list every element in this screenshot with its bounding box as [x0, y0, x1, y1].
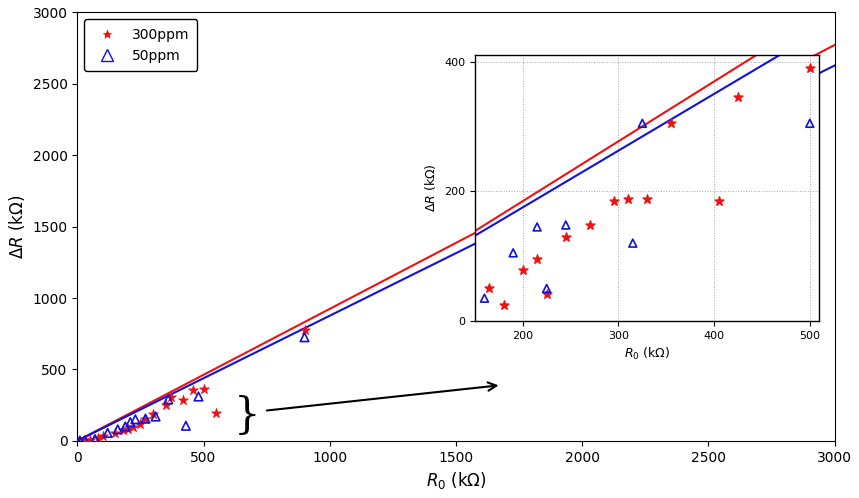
X-axis label: $R_{0}$ (k$\Omega$): $R_{0}$ (k$\Omega$) [425, 470, 486, 491]
Point [146, 410, 160, 418]
Point [138, 415, 152, 423]
Point [164, 392, 178, 400]
Point [91, 434, 105, 442]
Text: }: } [234, 395, 259, 437]
Y-axis label: $\Delta R$ (k$\Omega$): $\Delta R$ (k$\Omega$) [7, 195, 27, 258]
Point [108, 429, 122, 437]
Point [179, 422, 192, 430]
Point [126, 422, 140, 430]
Point [297, 333, 311, 341]
Point [638, 144, 652, 152]
Point [297, 326, 311, 334]
Point [149, 412, 162, 420]
Point [124, 418, 137, 426]
Point [111, 425, 125, 433]
Point [121, 425, 135, 433]
Point [625, 168, 639, 176]
Point [802, 69, 816, 77]
Point [197, 385, 210, 393]
Point [625, 148, 639, 156]
Point [186, 386, 200, 394]
Point [159, 401, 173, 409]
Point [802, 57, 816, 65]
Point [116, 426, 130, 434]
Point [73, 437, 87, 445]
Point [129, 415, 143, 423]
Point [138, 415, 152, 423]
Point [78, 436, 92, 444]
Point [646, 165, 660, 173]
Point [210, 409, 223, 417]
Point [95, 432, 109, 440]
Point [83, 436, 97, 444]
Point [176, 396, 190, 404]
Point [78, 436, 92, 444]
Point [487, 229, 501, 237]
Point [119, 422, 132, 430]
Point [192, 392, 205, 400]
Point [101, 429, 114, 437]
Point [487, 223, 501, 231]
Point [88, 435, 102, 443]
Point [161, 395, 175, 403]
Legend: 300ppm, 50ppm: 300ppm, 50ppm [84, 19, 198, 71]
Point [134, 420, 148, 428]
